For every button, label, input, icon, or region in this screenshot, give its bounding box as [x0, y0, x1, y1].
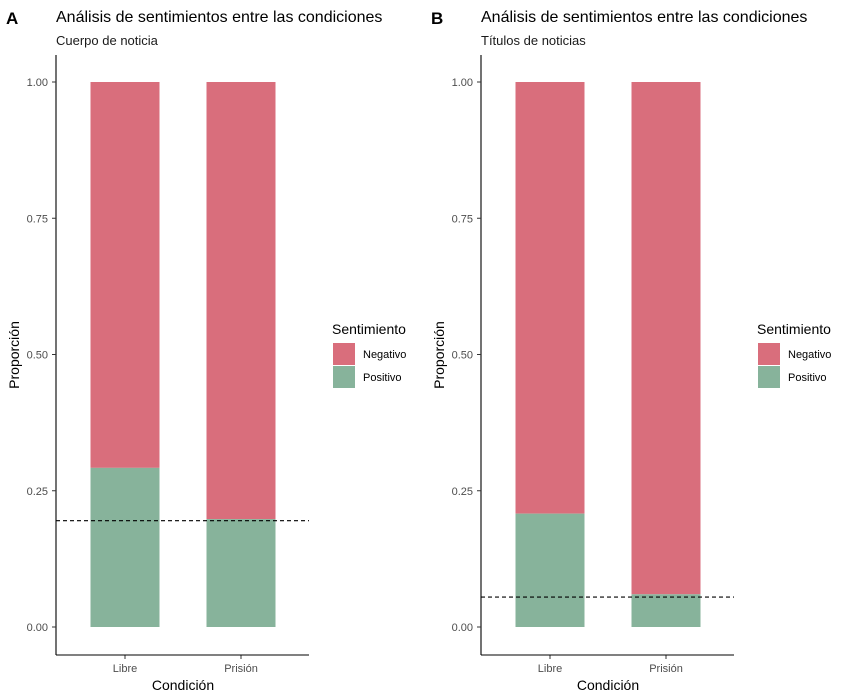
bar-negativo-prisión	[631, 82, 701, 595]
y-tick-label: 1.00	[27, 77, 48, 89]
y-tick-label: 0.00	[452, 622, 473, 634]
legend-title: Sentimiento	[332, 321, 406, 337]
chart-title: Análisis de sentimientos entre las condi…	[481, 9, 807, 26]
bar-negativo-prisión	[206, 82, 276, 520]
y-tick-label: 0.75	[27, 213, 48, 225]
x-tick-label: Prisión	[649, 663, 683, 675]
legend-label-positivo: Positivo	[363, 372, 402, 384]
y-tick-label: 0.50	[27, 350, 48, 362]
chart-subtitle: Cuerpo de noticia	[56, 33, 159, 48]
y-tick-label: 0.75	[452, 213, 473, 225]
bar-positivo-prisión	[206, 519, 276, 627]
bar-positivo-libre	[515, 513, 585, 627]
x-axis-title: Condición	[152, 677, 214, 693]
legend-label-positivo: Positivo	[788, 372, 827, 384]
bar-negativo-libre	[90, 82, 160, 468]
legend-label-negativo: Negativo	[363, 349, 406, 361]
legend-key-negativo	[333, 343, 355, 365]
panel-tag: B	[431, 9, 443, 28]
legend-title: Sentimiento	[757, 321, 831, 337]
y-tick-label: 0.25	[27, 486, 48, 498]
y-tick-label: 1.00	[452, 77, 473, 89]
y-axis-title: Proporción	[431, 321, 447, 389]
x-tick-label: Libre	[113, 663, 137, 675]
legend-key-positivo	[758, 366, 780, 388]
y-tick-label: 0.00	[27, 622, 48, 634]
y-tick-label: 0.25	[452, 486, 473, 498]
bar-positivo-prisión	[631, 594, 701, 627]
legend-key-positivo	[333, 366, 355, 388]
panel-tag: A	[6, 9, 18, 28]
x-tick-label: Libre	[538, 663, 562, 675]
x-tick-label: Prisión	[224, 663, 258, 675]
legend-label-negativo: Negativo	[788, 349, 831, 361]
bar-negativo-libre	[515, 82, 585, 514]
chart-title: Análisis de sentimientos entre las condi…	[56, 9, 382, 26]
y-axis-title: Proporción	[6, 321, 22, 389]
x-axis-title: Condición	[577, 677, 639, 693]
legend-key-negativo	[758, 343, 780, 365]
y-tick-label: 0.50	[452, 350, 473, 362]
bar-positivo-libre	[90, 467, 160, 627]
chart-subtitle: Títulos de noticias	[481, 33, 586, 48]
